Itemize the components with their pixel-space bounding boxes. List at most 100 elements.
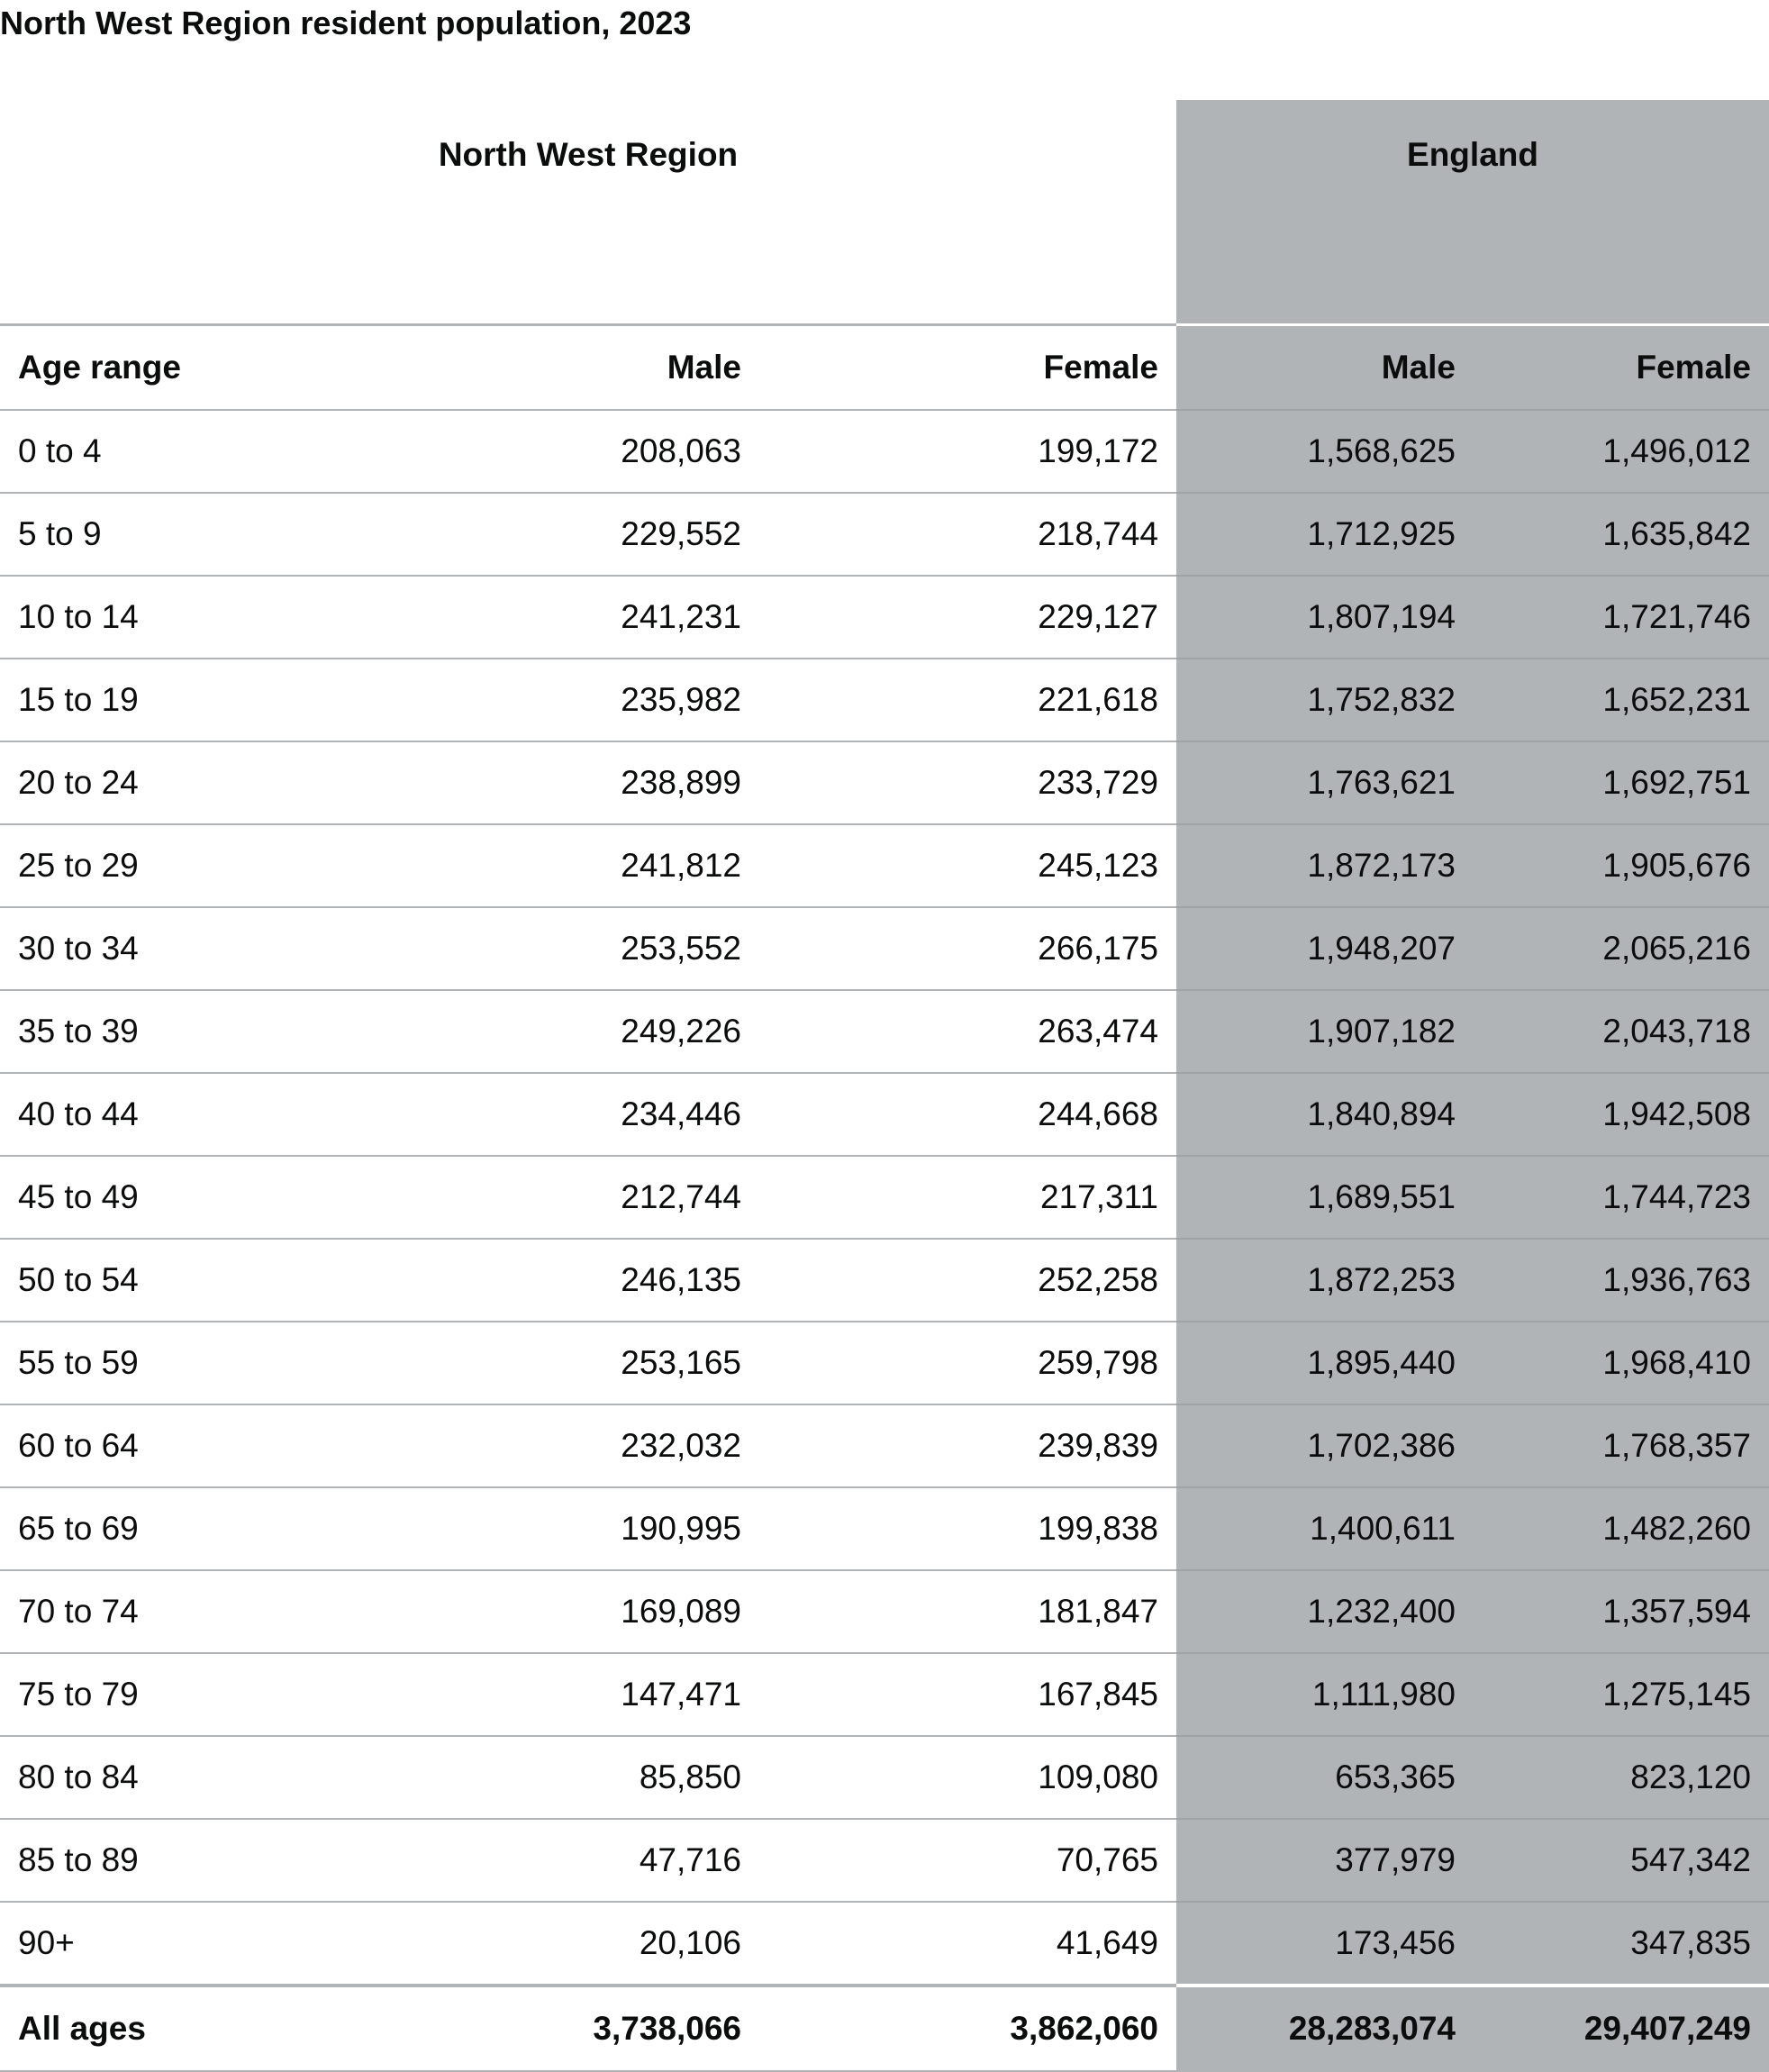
table-row: 85 to 89 47,716 70,765 377,979 547,342 <box>0 1819 1769 1903</box>
england-female-cell: 1,635,842 <box>1474 493 1769 577</box>
table-caption: North West Region resident population, 2… <box>0 5 692 41</box>
age-range-cell: 75 to 79 <box>0 1653 471 1737</box>
england-group-header: England <box>1176 100 1769 325</box>
england-male-cell: 1,872,253 <box>1176 1239 1474 1322</box>
england-male-cell: 1,807,194 <box>1176 576 1474 659</box>
region-female-cell: 239,839 <box>759 1404 1176 1488</box>
region-male-cell: 208,063 <box>471 410 759 494</box>
england-male-cell: 1,840,894 <box>1176 1073 1474 1157</box>
region-female-cell: 70,765 <box>759 1819 1176 1903</box>
region-female-cell: 244,668 <box>759 1073 1176 1157</box>
england-female-cell: 1,357,594 <box>1474 1570 1769 1654</box>
region-female-cell: 263,474 <box>759 990 1176 1074</box>
region-group-header: North West Region <box>438 136 739 173</box>
england-female-cell: 1,721,746 <box>1474 576 1769 659</box>
region-female-cell: 41,649 <box>759 1902 1176 1986</box>
region-female-cell: 167,845 <box>759 1653 1176 1737</box>
england-female-cell: 2,065,216 <box>1474 907 1769 991</box>
england-male-cell: 1,763,621 <box>1176 741 1474 825</box>
region-female-cell: 259,798 <box>759 1322 1176 1405</box>
age-range-cell: 0 to 4 <box>0 410 471 494</box>
table-row: 70 to 74 169,089 181,847 1,232,400 1,357,594 <box>0 1570 1769 1654</box>
england-female-cell: 1,482,260 <box>1474 1487 1769 1571</box>
total-label: All ages <box>0 1984 471 2072</box>
age-range-cell: 90+ <box>0 1902 471 1986</box>
england-female-header: Female <box>1474 323 1769 411</box>
england-female-cell: 1,968,410 <box>1474 1322 1769 1405</box>
england-female-cell: 1,275,145 <box>1474 1653 1769 1737</box>
region-male-cell: 234,446 <box>471 1073 759 1157</box>
region-female-cell: 233,729 <box>759 741 1176 825</box>
table-row: 35 to 39 249,226 263,474 1,907,182 2,043,718 <box>0 990 1769 1074</box>
table-row: 40 to 44 234,446 244,668 1,840,894 1,942,508 <box>0 1073 1769 1157</box>
england-male-cell: 1,907,182 <box>1176 990 1474 1074</box>
england-male-cell: 377,979 <box>1176 1819 1474 1903</box>
age-range-cell: 80 to 84 <box>0 1736 471 1820</box>
table-row: 0 to 4 208,063 199,172 1,568,625 1,496,012 <box>0 410 1769 494</box>
region-male-cell: 212,744 <box>471 1156 759 1240</box>
england-female-cell: 547,342 <box>1474 1819 1769 1903</box>
age-range-cell: 35 to 39 <box>0 990 471 1074</box>
england-female-cell: 1,936,763 <box>1474 1239 1769 1322</box>
region-male-cell: 238,899 <box>471 741 759 825</box>
england-female-cell: 1,905,676 <box>1474 824 1769 908</box>
region-female-cell: 199,838 <box>759 1487 1176 1571</box>
region-male-cell: 190,995 <box>471 1487 759 1571</box>
column-header-row: Age range Male Female Male Female <box>0 323 1769 411</box>
age-range-cell: 55 to 59 <box>0 1322 471 1405</box>
england-female-cell: 347,835 <box>1474 1902 1769 1986</box>
region-female-cell: 252,258 <box>759 1239 1176 1322</box>
england-male-cell: 1,702,386 <box>1176 1404 1474 1488</box>
england-female-cell: 2,043,718 <box>1474 990 1769 1074</box>
age-range-cell: 20 to 24 <box>0 741 471 825</box>
england-female-cell: 823,120 <box>1474 1736 1769 1820</box>
england-female-cell: 1,652,231 <box>1474 659 1769 742</box>
region-male-cell: 241,812 <box>471 824 759 908</box>
table-row: 60 to 64 232,032 239,839 1,702,386 1,768,357 <box>0 1404 1769 1488</box>
age-range-cell: 70 to 74 <box>0 1570 471 1654</box>
table-row: 75 to 79 147,471 167,845 1,111,980 1,275,145 <box>0 1653 1769 1737</box>
england-male-header: Male <box>1176 323 1474 411</box>
region-female-cell: 109,080 <box>759 1736 1176 1820</box>
group-header-row: North West Region England <box>0 100 1769 325</box>
age-range-cell: 45 to 49 <box>0 1156 471 1240</box>
england-female-cell: 1,942,508 <box>1474 1073 1769 1157</box>
england-male-cell: 1,712,925 <box>1176 493 1474 577</box>
region-male-cell: 229,552 <box>471 493 759 577</box>
table-row: 25 to 29 241,812 245,123 1,872,173 1,905,676 <box>0 824 1769 908</box>
total-row: All ages 3,738,066 3,862,060 28,283,074 … <box>0 1984 1769 2072</box>
age-range-cell: 60 to 64 <box>0 1404 471 1488</box>
age-range-cell: 15 to 19 <box>0 659 471 742</box>
region-male-cell: 169,089 <box>471 1570 759 1654</box>
england-female-cell: 1,496,012 <box>1474 410 1769 494</box>
region-male-cell: 232,032 <box>471 1404 759 1488</box>
total-england-female: 29,407,249 <box>1474 1984 1769 2072</box>
region-male-cell: 241,231 <box>471 576 759 659</box>
region-male-header: Male <box>471 323 759 411</box>
total-england-male: 28,283,074 <box>1176 1984 1474 2072</box>
region-male-cell: 249,226 <box>471 990 759 1074</box>
region-female-cell: 221,618 <box>759 659 1176 742</box>
england-male-cell: 1,689,551 <box>1176 1156 1474 1240</box>
region-male-cell: 246,135 <box>471 1239 759 1322</box>
region-female-cell: 217,311 <box>759 1156 1176 1240</box>
table-row: 90+ 20,106 41,649 173,456 347,835 <box>0 1902 1769 1986</box>
region-male-cell: 147,471 <box>471 1653 759 1737</box>
region-female-cell: 245,123 <box>759 824 1176 908</box>
region-male-cell: 253,165 <box>471 1322 759 1405</box>
england-male-cell: 1,948,207 <box>1176 907 1474 991</box>
table-row: 50 to 54 246,135 252,258 1,872,253 1,936,763 <box>0 1239 1769 1322</box>
table-row: 15 to 19 235,982 221,618 1,752,832 1,652,231 <box>0 659 1769 742</box>
region-male-cell: 235,982 <box>471 659 759 742</box>
england-male-cell: 1,232,400 <box>1176 1570 1474 1654</box>
table-row: 80 to 84 85,850 109,080 653,365 823,120 <box>0 1736 1769 1820</box>
region-female-cell: 181,847 <box>759 1570 1176 1654</box>
england-male-cell: 1,752,832 <box>1176 659 1474 742</box>
england-male-cell: 173,456 <box>1176 1902 1474 1986</box>
england-male-cell: 1,111,980 <box>1176 1653 1474 1737</box>
total-region-female: 3,862,060 <box>759 1984 1176 2072</box>
region-female-cell: 218,744 <box>759 493 1176 577</box>
england-male-cell: 1,400,611 <box>1176 1487 1474 1571</box>
age-range-header: Age range <box>0 323 471 411</box>
age-range-cell: 50 to 54 <box>0 1239 471 1322</box>
